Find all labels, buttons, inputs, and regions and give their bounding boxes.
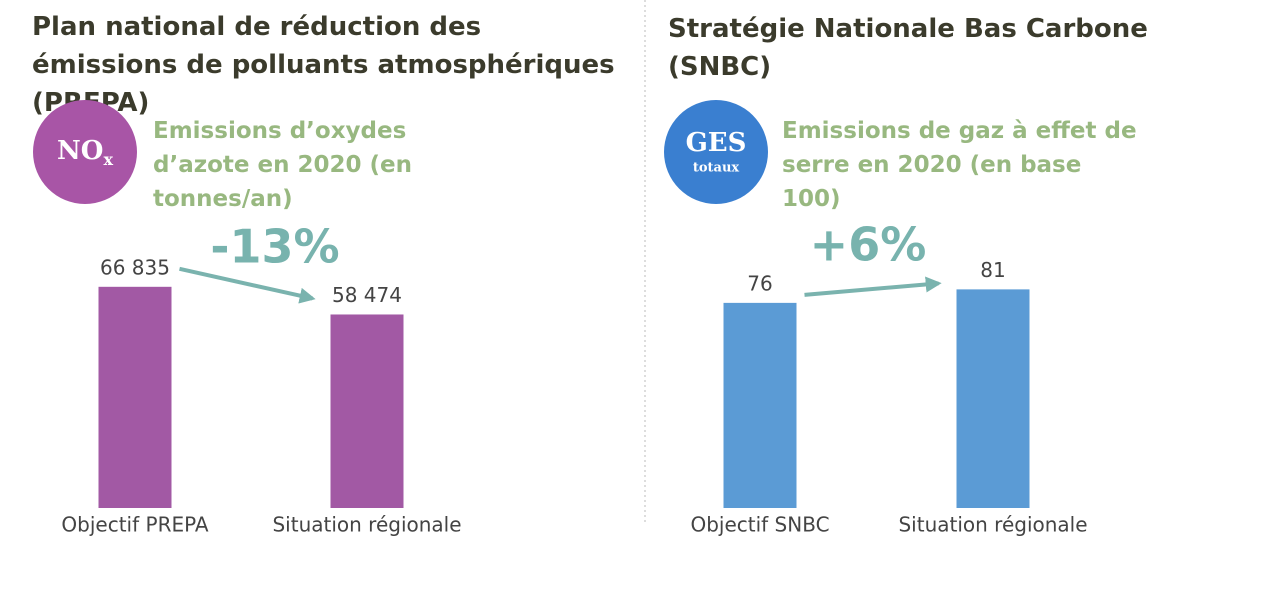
arrow (179, 266, 316, 304)
x-tick-label: Objectif SNBC (690, 513, 829, 537)
annotation: -13% (210, 220, 339, 274)
icon (664, 100, 768, 204)
chart-subtitle: Emissions d’oxydes d’azote en 2020 (en t… (153, 118, 412, 212)
value-label: 81 (980, 258, 1005, 282)
value-label: 76 (747, 271, 772, 295)
x-tick-label: Objectif PREPA (61, 513, 208, 537)
bar (98, 286, 172, 508)
icon-sub: x (103, 150, 113, 169)
x-tick-label: Situation régionale (272, 513, 461, 537)
chart-subtitle: Emissions de gaz à effet de serre en 202… (782, 118, 1137, 212)
icon (33, 100, 137, 204)
annotation: +6% (810, 218, 927, 272)
value-label: 58 474 (332, 283, 402, 307)
chart-title: Stratégie Nationale Bas Carbone (SNBC) (668, 14, 1148, 82)
x-tick-label: Situation régionale (898, 513, 1087, 537)
bar (723, 302, 797, 508)
bar (330, 314, 404, 508)
icon-label: GES (686, 128, 747, 158)
arrow (804, 276, 942, 297)
bar (956, 289, 1030, 508)
icon-label: NOx (57, 136, 113, 169)
icon-text: NO (57, 136, 103, 166)
icon-text: GES (686, 128, 747, 158)
icon-sub: totaux (693, 161, 740, 176)
chart-title: Plan national de réduction des émissions… (32, 12, 615, 118)
value-label: 66 835 (100, 255, 170, 279)
